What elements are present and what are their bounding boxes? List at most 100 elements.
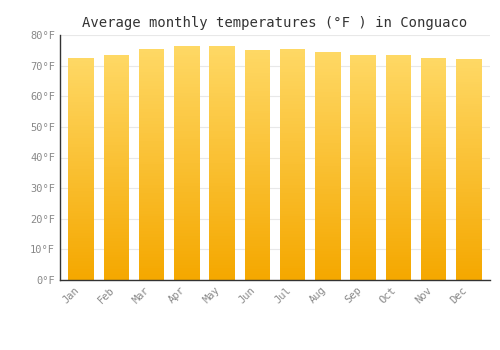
Bar xyxy=(210,104,235,107)
Bar xyxy=(104,266,129,269)
Bar xyxy=(244,116,270,119)
Bar xyxy=(174,136,200,139)
Bar xyxy=(421,277,446,280)
Bar xyxy=(244,243,270,246)
Bar xyxy=(139,156,164,159)
Bar xyxy=(350,153,376,156)
Bar xyxy=(386,232,411,235)
Bar xyxy=(456,104,481,106)
Bar xyxy=(139,262,164,266)
Bar xyxy=(386,266,411,269)
Bar xyxy=(421,141,446,144)
Bar xyxy=(104,148,129,150)
Bar xyxy=(315,118,340,120)
Bar xyxy=(350,97,376,100)
Bar xyxy=(456,84,481,87)
Bar xyxy=(174,233,200,236)
Bar xyxy=(386,170,411,173)
Bar xyxy=(68,130,94,133)
Bar xyxy=(315,189,340,191)
Bar xyxy=(386,72,411,75)
Bar xyxy=(210,175,235,177)
Bar xyxy=(244,93,270,96)
Bar xyxy=(244,257,270,260)
Bar xyxy=(386,162,411,164)
Bar xyxy=(104,274,129,277)
Bar xyxy=(68,238,94,241)
Bar xyxy=(174,87,200,90)
Bar xyxy=(421,147,446,149)
Bar xyxy=(280,112,305,115)
Bar xyxy=(68,260,94,263)
Bar xyxy=(210,81,235,84)
Bar xyxy=(244,162,270,165)
Bar xyxy=(104,153,129,156)
Bar xyxy=(139,86,164,89)
Bar xyxy=(280,153,305,156)
Bar xyxy=(350,55,376,58)
Bar xyxy=(139,118,164,121)
Bar xyxy=(174,60,200,63)
Bar xyxy=(244,260,270,263)
Bar xyxy=(421,149,446,152)
Bar xyxy=(244,131,270,134)
Bar xyxy=(210,271,235,274)
Bar xyxy=(210,262,235,265)
Bar xyxy=(104,201,129,204)
Bar xyxy=(174,198,200,201)
Bar xyxy=(280,141,305,144)
Bar xyxy=(139,179,164,182)
Bar xyxy=(174,131,200,134)
Bar xyxy=(315,77,340,80)
Bar xyxy=(350,249,376,252)
Bar xyxy=(104,134,129,136)
Bar xyxy=(350,260,376,263)
Bar xyxy=(456,258,481,261)
Bar xyxy=(350,142,376,145)
Bar xyxy=(280,182,305,184)
Bar xyxy=(244,56,270,59)
Bar xyxy=(174,154,200,157)
Bar xyxy=(386,131,411,134)
Bar xyxy=(244,62,270,65)
Bar xyxy=(280,262,305,266)
Bar xyxy=(210,102,235,104)
Bar xyxy=(315,72,340,75)
Bar xyxy=(350,173,376,176)
Bar xyxy=(350,134,376,136)
Bar xyxy=(456,170,481,173)
Bar xyxy=(350,190,376,193)
Bar xyxy=(244,194,270,197)
Bar xyxy=(210,128,235,131)
Bar xyxy=(456,60,481,62)
Bar xyxy=(386,274,411,277)
Bar xyxy=(104,162,129,164)
Bar xyxy=(244,96,270,99)
Bar xyxy=(421,61,446,63)
Bar xyxy=(386,193,411,196)
Bar xyxy=(210,107,235,110)
Bar xyxy=(421,247,446,250)
Bar xyxy=(68,100,94,102)
Bar xyxy=(210,213,235,216)
Bar xyxy=(104,173,129,176)
Bar xyxy=(456,244,481,247)
Bar xyxy=(386,83,411,86)
Bar xyxy=(350,235,376,238)
Bar xyxy=(244,199,270,203)
Bar xyxy=(244,266,270,268)
Bar xyxy=(244,82,270,85)
Bar xyxy=(280,92,305,95)
Bar xyxy=(315,92,340,94)
Bar xyxy=(456,250,481,252)
Bar xyxy=(244,188,270,191)
Bar xyxy=(280,214,305,216)
Bar xyxy=(350,150,376,153)
Bar xyxy=(350,61,376,63)
Bar xyxy=(210,116,235,119)
Bar xyxy=(421,211,446,214)
Bar xyxy=(421,269,446,272)
Bar xyxy=(386,246,411,249)
Bar xyxy=(280,101,305,104)
Bar xyxy=(350,218,376,221)
